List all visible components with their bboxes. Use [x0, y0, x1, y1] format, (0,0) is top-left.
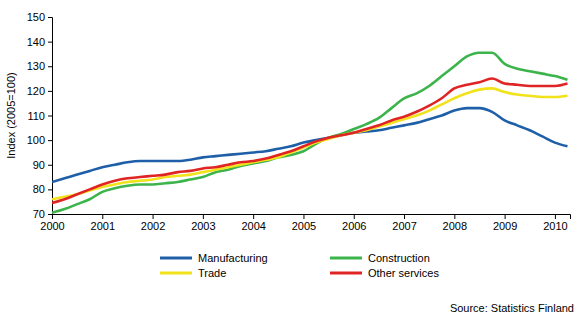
- x-tick-label: 2010: [543, 220, 567, 232]
- y-tick: 120: [27, 85, 52, 97]
- y-tick-mark: [48, 17, 52, 18]
- y-axis-title: Index (2005=100): [5, 72, 17, 159]
- x-tick-label: 2004: [241, 220, 265, 232]
- legend-item: Manufacturing: [160, 252, 268, 264]
- y-tick-mark: [48, 214, 52, 215]
- x-tick-mark: [454, 214, 455, 219]
- chart: 2000 2001 2002 2003 2004 2005 2006 2007 2008 2009…: [0, 0, 584, 330]
- y-tick-label: 100: [27, 134, 45, 146]
- x-axis: 2000 2001 2002 2003 2004 2005 2006 2007 2008 2009…: [40, 214, 570, 232]
- x-tick: 2008: [443, 214, 467, 232]
- y-tick-mark: [48, 116, 52, 117]
- y-tick-mark: [48, 165, 52, 166]
- legend-item: Construction: [330, 252, 430, 264]
- y-tick: 100: [27, 134, 52, 146]
- x-tick-mark: [404, 214, 405, 219]
- legend-item: Trade: [160, 267, 226, 279]
- y-tick: 90: [33, 159, 52, 171]
- y-tick-label: 110: [27, 110, 45, 122]
- y-tick: 150: [27, 11, 52, 23]
- y-tick-mark: [48, 91, 52, 92]
- legend-swatch: [160, 257, 192, 260]
- x-tick-mark: [303, 214, 304, 219]
- y-axis: 70 80 90 100 110 120 130 140 150: [27, 11, 53, 220]
- x-tick-label: 2005: [292, 220, 316, 232]
- y-tick-label: 90: [33, 159, 45, 171]
- y-tick: 80: [33, 183, 52, 195]
- y-tick-label: 70: [33, 208, 45, 220]
- x-tick: 2001: [91, 214, 115, 232]
- legend-swatch: [330, 272, 362, 275]
- y-tick-mark: [48, 42, 52, 43]
- y-tick-mark: [48, 189, 52, 190]
- legend-swatch: [330, 257, 362, 260]
- y-tick-label: 150: [27, 11, 45, 23]
- x-tick-label: 2007: [392, 220, 416, 232]
- legend-label: Other services: [368, 267, 439, 279]
- x-tick: 2009: [493, 214, 517, 232]
- x-tick-mark: [102, 214, 103, 219]
- x-tick: 2003: [191, 214, 215, 232]
- legend-item: Other services: [330, 267, 439, 279]
- source-note: Source: Statistics Finland: [450, 302, 574, 314]
- y-tick-label: 120: [27, 85, 45, 97]
- x-tick-label: 2006: [342, 220, 366, 232]
- y-tick-mark: [48, 66, 52, 67]
- x-tick-label: 2009: [493, 220, 517, 232]
- x-tick-label: 2000: [40, 220, 64, 232]
- legend-label: Manufacturing: [198, 252, 268, 264]
- series-line: [52, 53, 567, 213]
- x-tick: 2005: [292, 214, 316, 232]
- y-axis-line: [48, 18, 53, 215]
- y-tick-label: 130: [27, 60, 45, 72]
- x-tick-label: 2008: [443, 220, 467, 232]
- x-tick-mark: [555, 214, 556, 219]
- legend-label: Construction: [368, 252, 430, 264]
- legend-label: Trade: [198, 267, 226, 279]
- legend: Manufacturing Construction Trade Other serv…: [160, 252, 439, 279]
- y-tick-mark: [48, 140, 52, 141]
- y-tick: 130: [27, 60, 52, 72]
- series-line: [52, 79, 567, 203]
- x-tick: 2004: [241, 214, 265, 232]
- x-tick-label: 2001: [91, 220, 115, 232]
- x-tick: 2007: [392, 214, 416, 232]
- x-tick-label: 2003: [191, 220, 215, 232]
- x-tick-mark: [203, 214, 204, 219]
- x-tick-mark: [354, 214, 355, 219]
- legend-swatch: [160, 272, 192, 275]
- plot-area: [52, 53, 567, 213]
- y-tick: 110: [27, 110, 52, 122]
- x-tick-label: 2002: [141, 220, 165, 232]
- x-tick-mark: [153, 214, 154, 219]
- x-axis-line: [53, 215, 571, 220]
- x-tick-mark: [253, 214, 254, 219]
- x-tick: 2002: [141, 214, 165, 232]
- y-tick-label: 80: [33, 183, 45, 195]
- x-tick: 2010: [543, 214, 567, 232]
- y-tick: 140: [27, 36, 52, 48]
- x-tick: 2006: [342, 214, 366, 232]
- y-tick: 70: [33, 208, 52, 220]
- y-tick-label: 140: [27, 36, 45, 48]
- x-tick-mark: [505, 214, 506, 219]
